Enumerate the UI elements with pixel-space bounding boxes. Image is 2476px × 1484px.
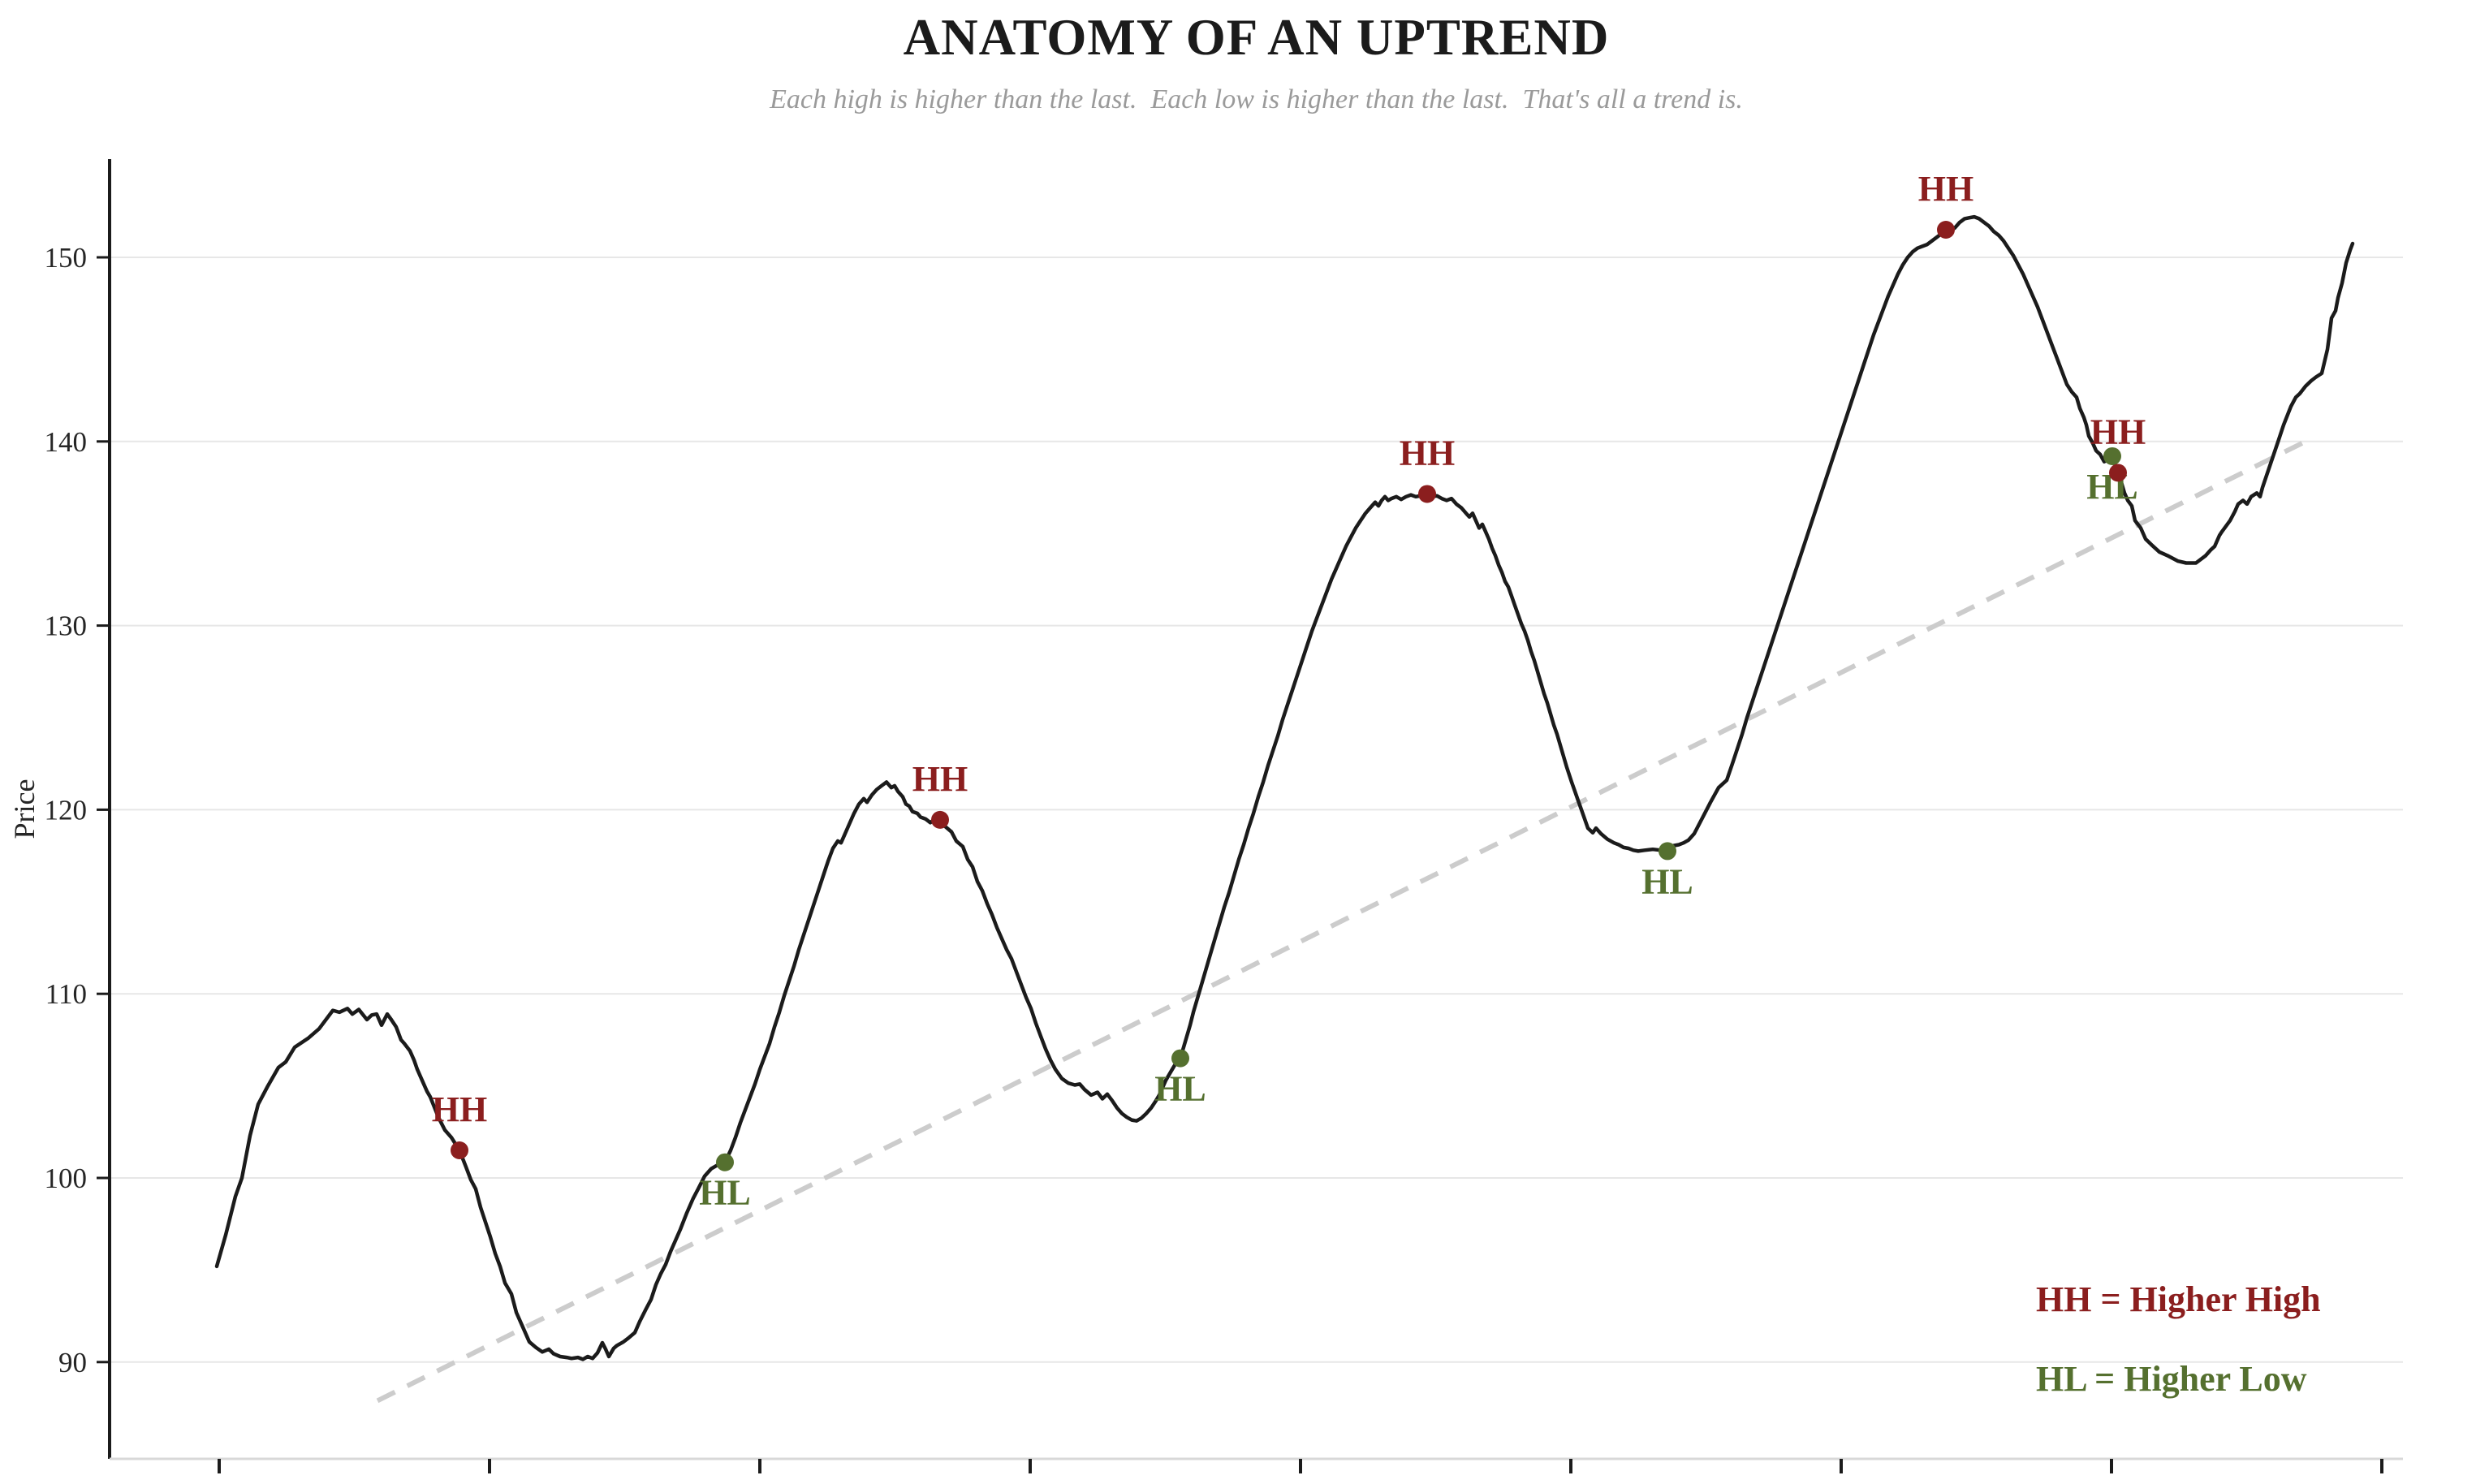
higher-high-dot-4 (1418, 485, 1436, 503)
higher-high-label-2: HH (912, 759, 968, 799)
higher-high-dot-8 (2109, 464, 2127, 482)
legend-higher-high: HH = Higher High (2036, 1279, 2321, 1319)
higher-low-label-3: HL (1154, 1069, 1206, 1109)
higher-high-label-8: HH (2090, 412, 2146, 451)
y-tick-label-130: 130 (45, 610, 88, 642)
y-tick-label-120: 120 (45, 794, 88, 826)
y-tick-label-110: 110 (45, 978, 87, 1010)
price-line (214, 214, 2355, 1361)
higher-high-dot-6 (1937, 220, 1955, 239)
higher-low-label-1: HL (699, 1173, 751, 1213)
higher-high-label-6: HH (1918, 169, 1973, 209)
higher-high-label-4: HH (1400, 433, 1455, 472)
y-tick-label-140: 140 (45, 426, 88, 458)
y-tick-label-90: 90 (58, 1347, 87, 1378)
chart-title: ANATOMY OF AN UPTREND (903, 9, 1610, 66)
higher-low-dot-7 (2103, 446, 2121, 465)
higher-high-label-0: HH (432, 1089, 487, 1129)
higher-high-dot-0 (451, 1141, 468, 1159)
legend-higher-low: HL = Higher Low (2036, 1359, 2307, 1399)
trend-dashed-line (376, 439, 2307, 1404)
y-axis-title: Price (8, 779, 41, 839)
higher-high-dot-2 (931, 810, 949, 829)
higher-low-label-5: HL (1641, 861, 1693, 901)
chart-subtitle: Each high is higher than the last. Each … (770, 84, 1743, 114)
higher-low-dot-1 (716, 1153, 734, 1171)
higher-low-dot-5 (1659, 842, 1676, 861)
higher-low-dot-3 (1171, 1049, 1189, 1068)
y-tick-label-150: 150 (45, 242, 88, 274)
y-tick-label-100: 100 (45, 1163, 88, 1194)
